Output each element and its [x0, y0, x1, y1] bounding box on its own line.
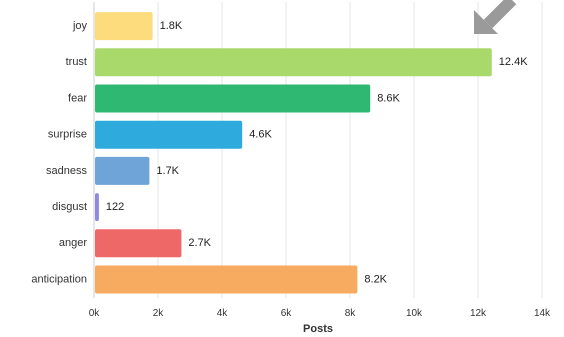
category-label: anticipation	[31, 273, 87, 285]
category-labels: joy trust fear surprise sadness disgust anger a…	[31, 20, 87, 285]
data-label: 1.7K	[156, 165, 179, 177]
category-label: disgust	[52, 201, 87, 213]
data-label: 2.7K	[188, 237, 211, 249]
data-label: 4.6K	[249, 129, 272, 141]
bar-surprise[interactable]	[95, 120, 243, 149]
data-labels: 1.8K 12.4K 8.6K 4.6K 1.7K 122 2.7K 8.2K	[106, 20, 528, 285]
bars	[95, 12, 492, 294]
bar-joy[interactable]	[95, 12, 153, 41]
arrow-shaft	[483, 0, 517, 29]
category-label: sadness	[46, 165, 87, 177]
bar-anticipation[interactable]	[95, 265, 358, 294]
x-tick-label: 6k	[281, 308, 293, 319]
bar-fear[interactable]	[95, 84, 371, 113]
bar-anger[interactable]	[95, 229, 182, 258]
category-label: anger	[59, 237, 87, 249]
x-tick-label: 8k	[345, 308, 357, 319]
category-label: trust	[66, 56, 87, 68]
x-tick-label: 0k	[89, 308, 101, 319]
x-tick-label: 4k	[217, 308, 229, 319]
bar-disgust[interactable]	[95, 193, 99, 222]
data-label: 12.4K	[499, 56, 528, 68]
bar-trust[interactable]	[95, 48, 492, 77]
arrow-head	[474, 10, 498, 34]
x-tick-label: 10k	[406, 308, 423, 319]
data-label: 8.6K	[377, 92, 400, 104]
x-tick-label: 12k	[470, 308, 487, 319]
data-label: 8.2K	[364, 273, 387, 285]
data-label: 122	[106, 201, 124, 213]
x-axis-title: Posts	[303, 323, 333, 335]
x-tick-label: 14k	[534, 308, 551, 319]
bar-sadness[interactable]	[95, 156, 150, 185]
arrow-down-left-icon	[474, 0, 517, 34]
category-label: fear	[68, 92, 87, 104]
data-label: 1.8K	[160, 20, 183, 32]
category-label: joy	[72, 20, 88, 32]
category-label: surprise	[48, 129, 87, 141]
x-tick-labels: 0k 2k 4k 6k 8k 10k 12k 14k	[89, 308, 551, 319]
x-tick-label: 2k	[153, 308, 165, 319]
